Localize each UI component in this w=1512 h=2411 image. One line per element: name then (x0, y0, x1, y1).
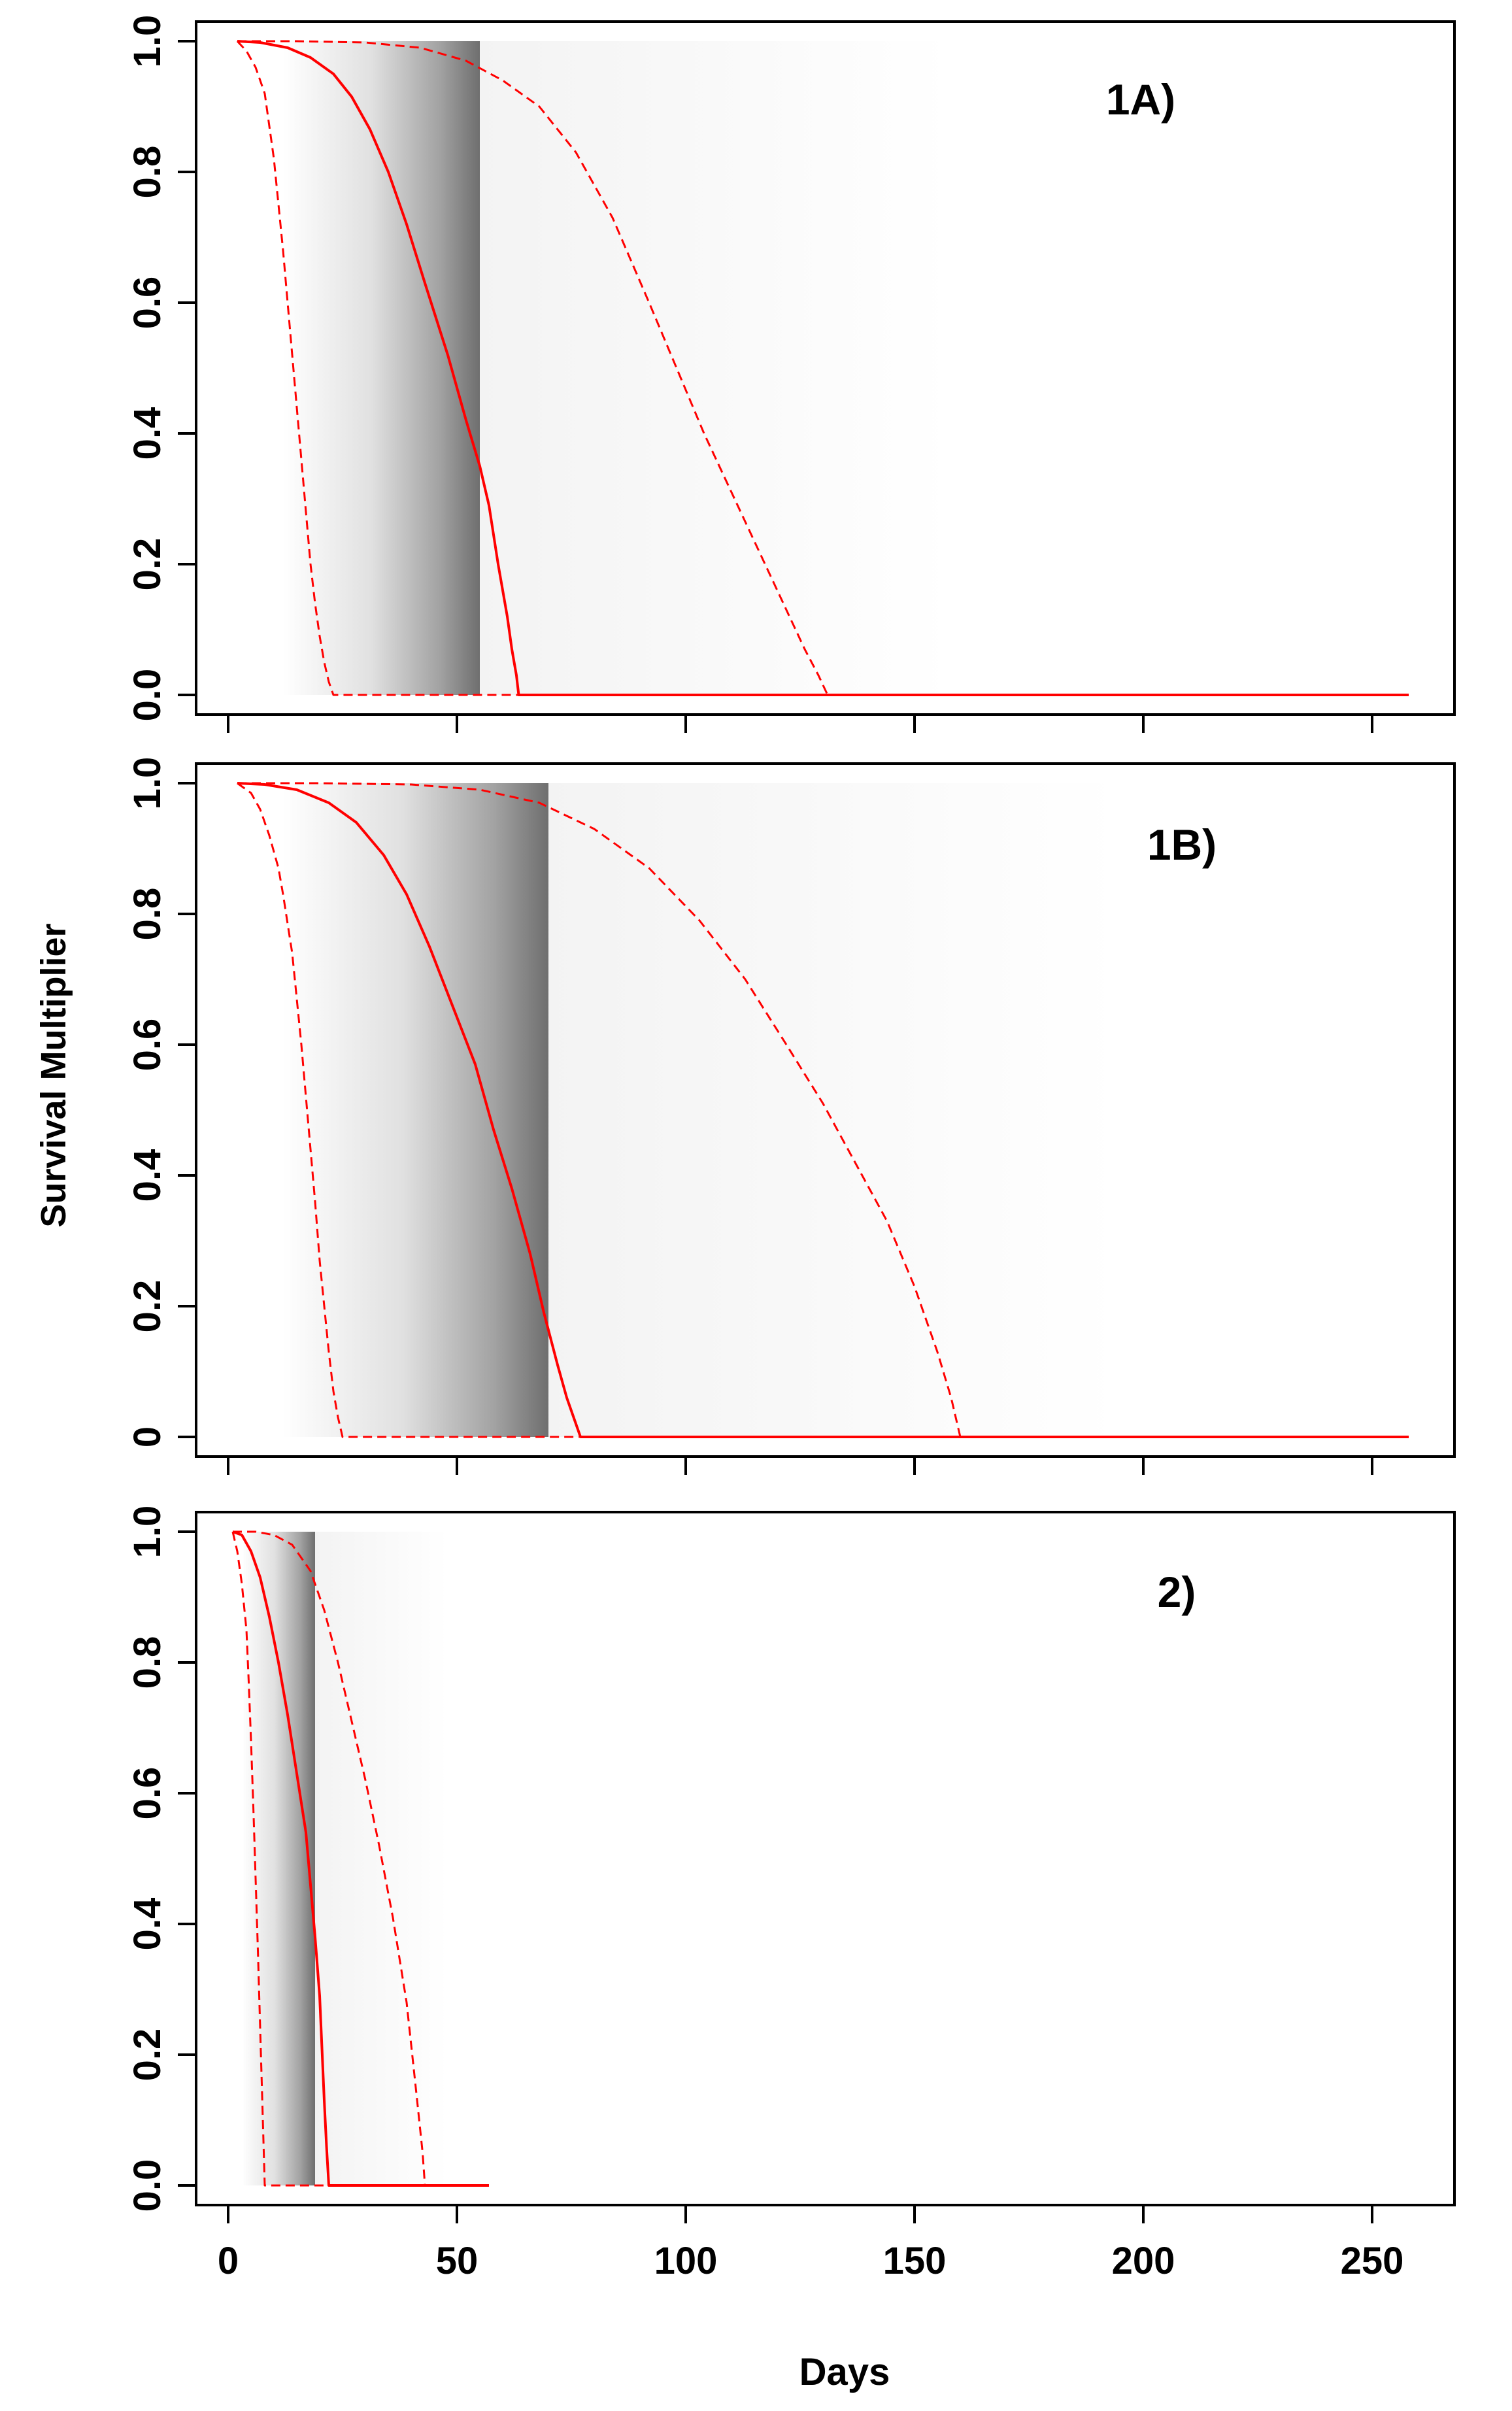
y-tick-label: 0 (126, 1426, 169, 1447)
panel-label: 2) (1158, 1568, 1196, 1616)
plot-frame (195, 762, 1456, 1458)
x-axis-ticks: 0 50 100 150 200 250 (218, 2205, 1404, 2282)
x-tick-label: 100 (654, 2240, 718, 2282)
upper-interval-line (233, 1530, 489, 2187)
y-tick-label: 0.6 (126, 277, 169, 329)
y-tick-label: 1.0 (126, 1506, 169, 1559)
y-tick-label: 0.0 (126, 2159, 169, 2212)
x-tick-label: 150 (883, 2240, 947, 2282)
y-tick-label: 0.4 (126, 407, 169, 460)
x-axis-ticks (227, 1457, 1373, 1475)
y-tick-label: 0.8 (126, 1636, 169, 1689)
x-axis-ticks (227, 715, 1373, 733)
y-axis-ticks: 0.0 0.2 0.4 0.6 0.8 1.0 (126, 15, 196, 722)
y-tick-label: 1.0 (126, 757, 169, 810)
lower-interval-line (236, 40, 1409, 696)
x-tick-label: 200 (1112, 2240, 1175, 2282)
y-tick-label: 0.2 (126, 538, 169, 591)
survival-lines (231, 1530, 489, 2187)
y-axis-ticks: 0.0 0.2 0.4 0.6 0.8 1.0 (126, 1506, 196, 2212)
y-tick-label: 0.4 (126, 1149, 169, 1202)
distribution-band (283, 783, 1120, 1437)
panel-label: 1B) (1147, 820, 1217, 869)
y-tick-label: 0.2 (126, 1280, 169, 1333)
upper-interval-line (237, 40, 1409, 696)
y-tick-label: 1.0 (126, 15, 169, 68)
survival-lines (236, 40, 1409, 696)
survival-lines (237, 782, 1409, 1438)
lower-interval-line (237, 782, 1409, 1438)
y-tick-label: 0.8 (126, 888, 169, 941)
plot-frame (195, 1511, 1456, 2206)
panel-2: 0 50 100 150 200 250 0.0 0.2 0.4 0.6 0.8 1.0 2) (126, 1506, 1456, 2282)
distribution-band (242, 1532, 448, 2185)
x-tick-label: 250 (1341, 2240, 1404, 2282)
median-survival-line (232, 1530, 489, 2187)
lower-interval-line (231, 1531, 489, 2187)
y-tick-label: 0.4 (126, 1898, 169, 1951)
y-tick-label: 0.6 (126, 1767, 169, 1820)
upper-interval-line (237, 782, 1409, 1438)
panel-label: 1A) (1106, 75, 1175, 124)
y-axis-ticks: 0 0.2 0.4 0.6 0.8 1.0 (126, 757, 196, 1447)
y-tick-label: 0.2 (126, 2029, 169, 2082)
y-axis-label: Survival Multiplier (34, 923, 73, 1227)
median-survival-line (237, 782, 1409, 1438)
plot-frame (195, 20, 1456, 716)
y-tick-label: 0.8 (126, 146, 169, 199)
x-tick-label: 0 (218, 2240, 239, 2282)
y-tick-label: 0.6 (126, 1019, 169, 1071)
y-tick-label: 0.0 (126, 669, 169, 722)
panel-1a: 0.0 0.2 0.4 0.6 0.8 1.0 1A) (126, 15, 1456, 733)
distribution-band (283, 41, 951, 695)
median-survival-line (237, 40, 1409, 696)
x-tick-label: 50 (436, 2240, 479, 2282)
panel-1b: 0 0.2 0.4 0.6 0.8 1.0 1B) (126, 757, 1456, 1475)
x-axis-label: Days (799, 2351, 890, 2393)
